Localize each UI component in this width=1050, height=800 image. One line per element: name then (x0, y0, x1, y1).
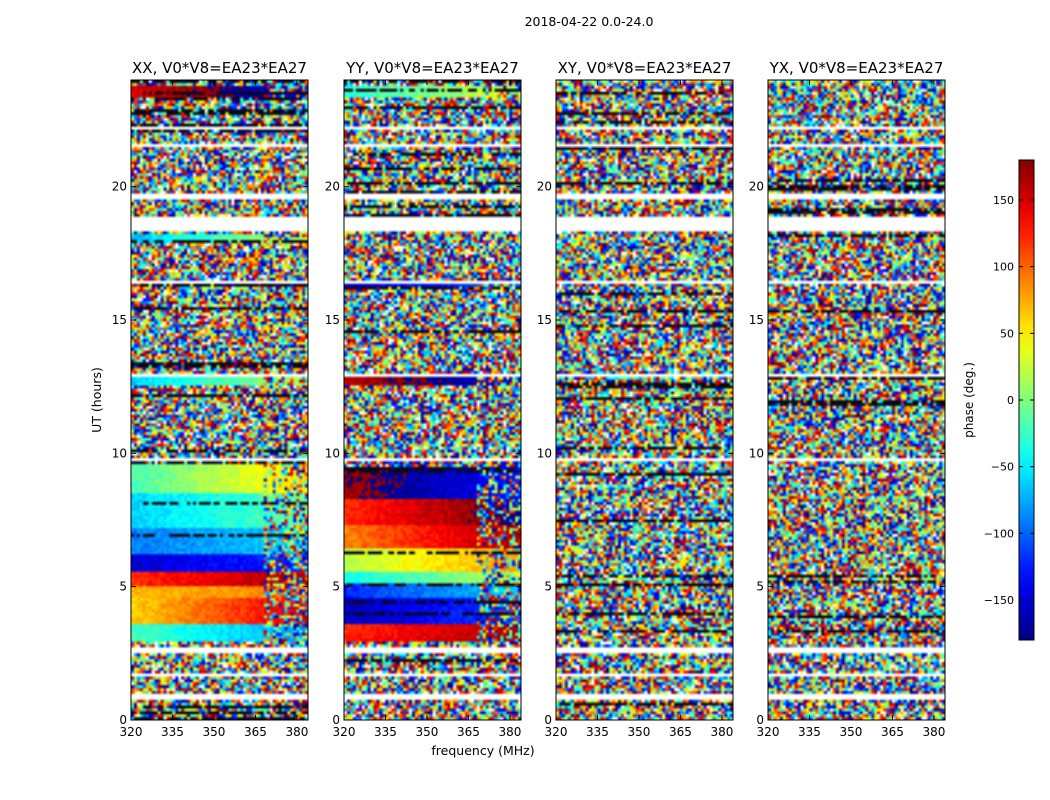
y-tick-label: 20 (749, 180, 764, 194)
x-tick-label: 350 (628, 725, 651, 739)
panels-group: XX, V0*V8=EA23*EA27 320 335 350 365 380 0 5 10 15… (112, 59, 946, 739)
y-tick-label: 10 (537, 446, 552, 460)
x-tick-label: 350 (203, 725, 226, 739)
y-axis-label: UT (hours) (89, 367, 104, 433)
y-tick-label: 20 (537, 180, 552, 194)
heatmap-image (556, 80, 733, 720)
x-tick-label: 320 (120, 725, 143, 739)
colorbar-tick-label: 150 (993, 194, 1014, 207)
y-tick-label: 0 (119, 713, 127, 727)
panel-2: XY, V0*V8=EA23*EA27 320 335 350 365 380 0 5 10 15… (537, 59, 734, 739)
y-tick-label: 5 (756, 580, 764, 594)
heatmap-image (131, 80, 308, 720)
colorbar-tick-label: −100 (984, 527, 1014, 540)
x-tick-label: 380 (498, 725, 521, 739)
panel-3: YX, V0*V8=EA23*EA27 320 335 350 365 380 0 5 10 15… (749, 59, 946, 739)
x-tick-label: 350 (416, 725, 439, 739)
panel-title: XX, V0*V8=EA23*EA27 (132, 59, 307, 77)
y-tick-label: 20 (325, 180, 340, 194)
y-tick-label: 10 (325, 446, 340, 460)
colorbar: 150 100 50 0 −50 −100 −150 (984, 159, 1035, 641)
y-tick-label: 5 (119, 580, 127, 594)
heatmap-image (768, 80, 945, 720)
x-tick-label: 335 (798, 725, 821, 739)
panel-title: YX, V0*V8=EA23*EA27 (769, 59, 944, 77)
colorbar-tick-label: 0 (1007, 394, 1014, 407)
x-axis-label: frequency (MHz) (431, 743, 534, 758)
colorbar-tick-label: 50 (1000, 327, 1014, 340)
y-tick-label: 15 (112, 313, 127, 327)
panel-frame (767, 79, 946, 721)
colorbar-tick-label: −150 (984, 594, 1014, 607)
colorbar-tick-label: 100 (993, 261, 1014, 274)
figure-suptitle: 2018-04-22 0.0-24.0 (525, 14, 654, 29)
panel-frame (555, 79, 734, 721)
x-tick-label: 320 (757, 725, 780, 739)
x-tick-label: 365 (244, 725, 267, 739)
x-tick-label: 350 (840, 725, 863, 739)
x-tick-label: 335 (161, 725, 184, 739)
panel-title: YY, V0*V8=EA23*EA27 (345, 59, 519, 77)
x-tick-label: 380 (285, 725, 308, 739)
panel-frame (130, 79, 309, 721)
y-tick-label: 5 (332, 580, 340, 594)
x-tick-label: 320 (333, 725, 356, 739)
y-tick-label: 15 (325, 313, 340, 327)
panel-frame (343, 79, 522, 721)
x-tick-label: 380 (710, 725, 733, 739)
colorbar-tick-label: −50 (991, 461, 1014, 474)
y-tick-label: 15 (749, 313, 764, 327)
y-tick-label: 0 (544, 713, 552, 727)
x-tick-label: 335 (586, 725, 609, 739)
x-tick-label: 365 (881, 725, 904, 739)
y-tick-label: 5 (544, 580, 552, 594)
y-tick-label: 10 (749, 446, 764, 460)
x-tick-label: 365 (457, 725, 480, 739)
y-tick-label: 10 (112, 446, 127, 460)
y-tick-label: 0 (332, 713, 340, 727)
x-tick-label: 320 (545, 725, 568, 739)
panel-title: XY, V0*V8=EA23*EA27 (558, 59, 732, 77)
x-tick-label: 365 (669, 725, 692, 739)
x-tick-label: 335 (374, 725, 397, 739)
y-tick-label: 20 (112, 180, 127, 194)
panel-1: YY, V0*V8=EA23*EA27 320 335 350 365 380 0 5 10 15… (325, 59, 522, 739)
x-tick-label: 380 (922, 725, 945, 739)
colorbar-label: phase (deg.) (962, 362, 976, 438)
y-tick-label: 15 (537, 313, 552, 327)
heatmap-image (344, 80, 521, 720)
y-tick-label: 0 (756, 713, 764, 727)
panel-0: XX, V0*V8=EA23*EA27 320 335 350 365 380 0 5 10 15… (112, 59, 309, 739)
